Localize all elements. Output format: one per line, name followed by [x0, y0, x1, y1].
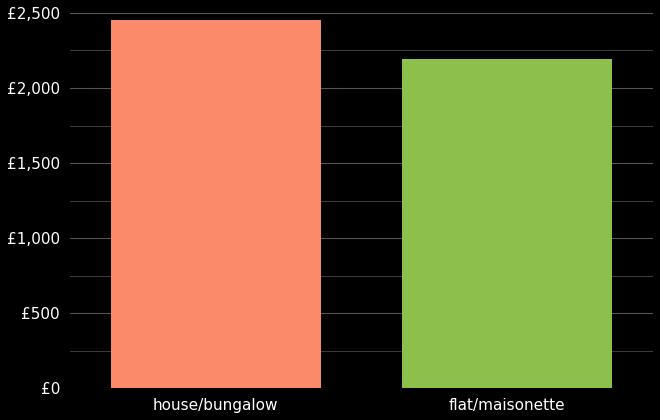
Bar: [111, 21, 321, 388]
Bar: [402, 60, 612, 388]
